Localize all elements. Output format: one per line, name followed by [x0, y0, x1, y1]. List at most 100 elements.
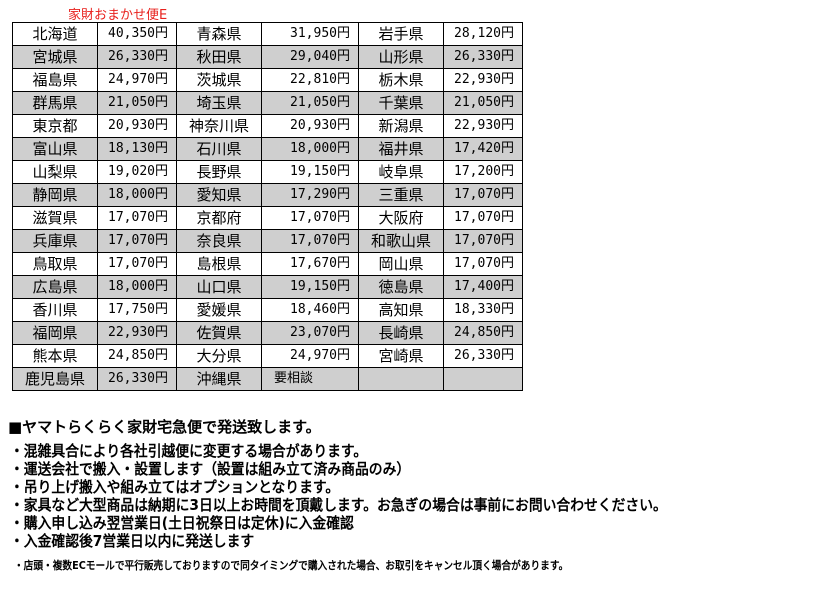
prefecture-cell: 青森県 [176, 22, 262, 46]
note-line: ・購入申し込み翌営業日(土日祝祭日は定休)に入金確認 [10, 514, 354, 532]
prefecture-cell: 群馬県 [12, 91, 98, 115]
price-cell: 21,050円 [261, 91, 359, 115]
prefecture-cell: 富山県 [12, 137, 98, 161]
price-cell: 21,050円 [97, 91, 177, 115]
prefecture-cell: 静岡県 [12, 183, 98, 207]
prefecture-cell: 栃木県 [358, 68, 444, 92]
price-cell: 17,070円 [443, 183, 523, 207]
note-line: ・混雑具合により各社引越便に変更する場合があります。 [10, 442, 368, 460]
price-cell: 17,400円 [443, 275, 523, 299]
price-cell: 24,970円 [97, 68, 177, 92]
shipping-rate-table: 北海道 40,350円 青森県 31,950円 岩手県 28,120円 宮城県 26,330円… [12, 22, 523, 391]
prefecture-cell: 山口県 [176, 275, 262, 299]
price-cell: 18,460円 [261, 298, 359, 322]
prefecture-cell: 山形県 [358, 45, 444, 69]
price-cell: 17,750円 [97, 298, 177, 322]
prefecture-cell: 岡山県 [358, 252, 444, 276]
price-cell: 17,070円 [97, 229, 177, 253]
prefecture-cell: 北海道 [12, 22, 98, 46]
prefecture-cell: 大分県 [176, 344, 262, 368]
prefecture-cell: 広島県 [12, 275, 98, 299]
table-row: 宮城県 26,330円 秋田県 29,040円 山形県 26,330円 [12, 45, 523, 69]
prefecture-cell: 福岡県 [12, 321, 98, 345]
price-cell: 29,040円 [261, 45, 359, 69]
price-cell: 17,200円 [443, 160, 523, 184]
price-cell: 19,150円 [261, 275, 359, 299]
price-cell: 17,070円 [261, 206, 359, 230]
prefecture-cell: 京都府 [176, 206, 262, 230]
price-cell: 18,000円 [97, 183, 177, 207]
table-row: 鳥取県 17,070円 島根県 17,670円 岡山県 17,070円 [12, 252, 523, 276]
price-cell: 20,930円 [97, 114, 177, 138]
price-cell [443, 367, 523, 391]
prefecture-cell: 岩手県 [358, 22, 444, 46]
table-row: 東京都 20,930円 神奈川県 20,930円 新潟県 22,930円 [12, 114, 523, 138]
table-title: 家財おまかせ便E [68, 8, 168, 23]
table-row: 福島県 24,970円 茨城県 22,810円 栃木県 22,930円 [12, 68, 523, 92]
prefecture-cell: 滋賀県 [12, 206, 98, 230]
price-cell: 26,330円 [97, 45, 177, 69]
prefecture-cell: 長野県 [176, 160, 262, 184]
price-cell: 22,930円 [97, 321, 177, 345]
table-row: 熊本県 24,850円 大分県 24,970円 宮崎県 26,330円 [12, 344, 523, 368]
price-cell: 17,070円 [443, 229, 523, 253]
price-cell: 18,000円 [261, 137, 359, 161]
prefecture-cell: 奈良県 [176, 229, 262, 253]
prefecture-cell: 愛知県 [176, 183, 262, 207]
price-cell: 17,070円 [97, 252, 177, 276]
table-row: 群馬県 21,050円 埼玉県 21,050円 千葉県 21,050円 [12, 91, 523, 115]
price-cell: 26,330円 [97, 367, 177, 391]
prefecture-cell [358, 367, 444, 391]
note-line: ・家具など大型商品は納期に3日以上お時間を頂戴します。お急ぎの場合は事前にお問い… [10, 496, 667, 514]
table-row: 滋賀県 17,070円 京都府 17,070円 大阪府 17,070円 [12, 206, 523, 230]
prefecture-cell: 石川県 [176, 137, 262, 161]
prefecture-cell: 福井県 [358, 137, 444, 161]
price-cell: 22,930円 [443, 68, 523, 92]
prefecture-cell: 秋田県 [176, 45, 262, 69]
prefecture-cell: 千葉県 [358, 91, 444, 115]
shipping-notes: ・混雑具合により各社引越便に変更する場合があります。 ・運送会社で搬入・設置しま… [10, 442, 667, 550]
prefecture-cell: 熊本県 [12, 344, 98, 368]
prefecture-cell: 佐賀県 [176, 321, 262, 345]
price-cell: 17,070円 [443, 206, 523, 230]
price-cell: 17,420円 [443, 137, 523, 161]
table-row: 兵庫県 17,070円 奈良県 17,070円 和歌山県 17,070円 [12, 229, 523, 253]
note-line: ・吊り上げ搬入や組み立てはオプションとなります。 [10, 478, 340, 496]
prefecture-cell: 岐阜県 [358, 160, 444, 184]
prefecture-cell: 神奈川県 [176, 114, 262, 138]
price-cell: 24,850円 [97, 344, 177, 368]
table-row: 静岡県 18,000円 愛知県 17,290円 三重県 17,070円 [12, 183, 523, 207]
table-row: 北海道 40,350円 青森県 31,950円 岩手県 28,120円 [12, 22, 523, 46]
prefecture-cell: 兵庫県 [12, 229, 98, 253]
price-cell: 18,330円 [443, 298, 523, 322]
prefecture-cell: 愛媛県 [176, 298, 262, 322]
price-cell: 40,350円 [97, 22, 177, 46]
prefecture-cell: 茨城県 [176, 68, 262, 92]
prefecture-cell: 鹿児島県 [12, 367, 98, 391]
prefecture-cell: 島根県 [176, 252, 262, 276]
prefecture-cell: 高知県 [358, 298, 444, 322]
note-line: ・運送会社で搬入・設置します（設置は組み立て済み商品のみ） [10, 460, 411, 478]
prefecture-cell: 三重県 [358, 183, 444, 207]
price-cell: 18,130円 [97, 137, 177, 161]
price-cell: 21,050円 [443, 91, 523, 115]
table-row: 香川県 17,750円 愛媛県 18,460円 高知県 18,330円 [12, 298, 523, 322]
price-cell: 28,120円 [443, 22, 523, 46]
price-cell: 17,070円 [443, 252, 523, 276]
table-row: 広島県 18,000円 山口県 19,150円 徳島県 17,400円 [12, 275, 523, 299]
price-cell: 17,070円 [261, 229, 359, 253]
table-row: 福岡県 22,930円 佐賀県 23,070円 長崎県 24,850円 [12, 321, 523, 345]
table-row: 鹿児島県 26,330円 沖縄県 要相談 [12, 367, 523, 391]
price-cell: 要相談 [261, 367, 359, 391]
price-cell: 23,070円 [261, 321, 359, 345]
prefecture-cell: 福島県 [12, 68, 98, 92]
prefecture-cell: 徳島県 [358, 275, 444, 299]
price-cell: 19,150円 [261, 160, 359, 184]
price-cell: 17,670円 [261, 252, 359, 276]
price-cell: 26,330円 [443, 45, 523, 69]
price-cell: 20,930円 [261, 114, 359, 138]
price-cell: 24,850円 [443, 321, 523, 345]
prefecture-cell: 新潟県 [358, 114, 444, 138]
prefecture-cell: 埼玉県 [176, 91, 262, 115]
prefecture-cell: 長崎県 [358, 321, 444, 345]
